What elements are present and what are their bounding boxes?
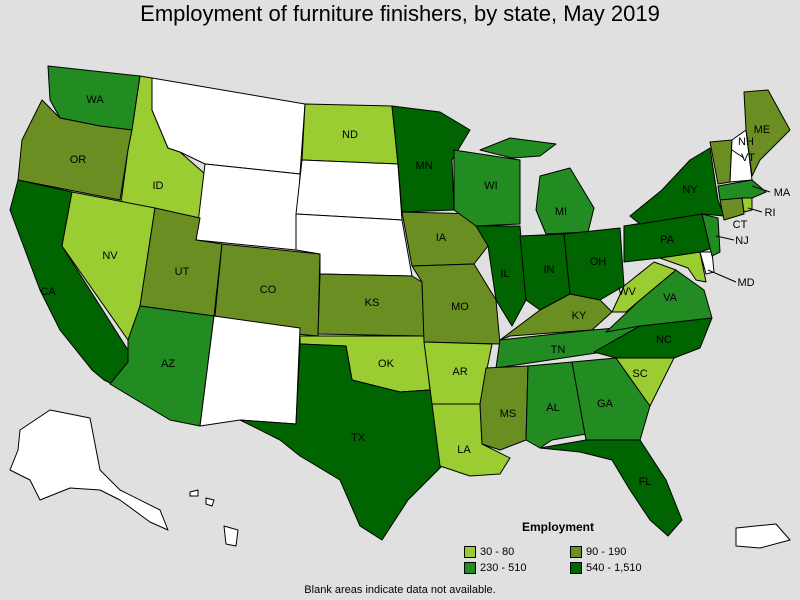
- state-label-va: VA: [663, 292, 678, 304]
- state-ak[interactable]: [9, 409, 169, 531]
- state-label-wa: WA: [86, 94, 104, 106]
- state-label-ut: UT: [175, 266, 190, 278]
- state-label-tx: TX: [351, 432, 366, 444]
- legend-label: 90 - 190: [586, 546, 627, 558]
- state-label-ri: RI: [765, 207, 776, 219]
- state-label-ok: OK: [378, 358, 395, 370]
- state-ky[interactable]: [499, 293, 613, 341]
- state-tx[interactable]: [239, 343, 449, 541]
- legend-item-tier3: 230 - 510: [464, 562, 526, 574]
- legend-item-tier4: 540 - 1,510: [570, 562, 642, 574]
- state-label-nj: NJ: [735, 235, 748, 247]
- legend-label: 230 - 510: [480, 562, 527, 574]
- state-label-mi: MI: [555, 206, 567, 218]
- state-fl[interactable]: [539, 439, 683, 537]
- state-label-nv: NV: [102, 250, 118, 262]
- state-label-ct: CT: [733, 219, 748, 231]
- state-ri[interactable]: [741, 197, 753, 213]
- leader-lines: [707, 149, 771, 283]
- state-label-az: AZ: [161, 358, 175, 370]
- state-nm[interactable]: [199, 315, 301, 427]
- state-label-ms: MS: [500, 408, 517, 420]
- state-label-or: OR: [70, 154, 87, 166]
- state-label-ia: IA: [436, 232, 447, 244]
- legend-swatch: [570, 546, 582, 558]
- state-label-ga: GA: [597, 398, 614, 410]
- legend-swatch: [570, 562, 582, 574]
- state-nj[interactable]: [701, 213, 721, 257]
- state-ny[interactable]: [629, 147, 725, 225]
- state-label-tn: TN: [551, 344, 566, 356]
- state-ct[interactable]: [719, 197, 745, 221]
- state-label-sc: SC: [632, 368, 647, 380]
- state-ma[interactable]: [717, 179, 767, 201]
- state-label-nd: ND: [342, 129, 358, 141]
- state-label-in: IN: [544, 264, 555, 276]
- state-label-fl: FL: [639, 476, 652, 488]
- state-sd[interactable]: [295, 159, 403, 221]
- state-hi[interactable]: [189, 489, 239, 547]
- state-de[interactable]: [699, 251, 715, 275]
- state-label-vt: VT: [741, 152, 755, 164]
- state-wv[interactable]: [611, 261, 677, 313]
- state-il[interactable]: [475, 225, 527, 327]
- state-label-nh: NH: [738, 136, 754, 148]
- state-label-md: MD: [737, 277, 754, 289]
- legend-swatch: [464, 562, 476, 574]
- state-label-il: IL: [500, 268, 509, 280]
- state-label-wv: WV: [618, 286, 636, 298]
- state-label-me: ME: [754, 124, 771, 136]
- state-label-co: CO: [260, 284, 277, 296]
- state-label-ny: NY: [682, 184, 698, 196]
- legend-title: Employment: [522, 520, 595, 534]
- state-label-pa: PA: [660, 234, 675, 246]
- state-label-ma: MA: [774, 187, 791, 199]
- state-wy[interactable]: [195, 163, 301, 251]
- state-label-ar: AR: [452, 366, 467, 378]
- legend-swatch: [464, 546, 476, 558]
- state-label-mn: MN: [415, 160, 432, 172]
- state-oh[interactable]: [563, 227, 625, 301]
- state-label-wi: WI: [484, 180, 497, 192]
- state-label-nc: NC: [656, 334, 672, 346]
- page-title: Employment of furniture finishers, by st…: [140, 1, 660, 26]
- state-label-mo: MO: [451, 301, 469, 313]
- state-label-ca: CA: [40, 286, 56, 298]
- state-label-ky: KY: [572, 310, 587, 322]
- state-label-oh: OH: [590, 256, 607, 268]
- legend-label: 30 - 80: [480, 546, 515, 558]
- state-pr[interactable]: [735, 523, 791, 549]
- state-label-id: ID: [153, 180, 164, 192]
- footnote: Blank areas indicate data not available.: [304, 584, 496, 596]
- state-wi[interactable]: [453, 149, 521, 227]
- state-label-ks: KS: [365, 297, 380, 309]
- legend-label: 540 - 1,510: [586, 562, 642, 574]
- state-label-la: LA: [457, 444, 471, 456]
- legend-item-tier1: 30 - 80: [464, 546, 514, 558]
- state-labels: WA OR CA ID NV UT AZ CO ND KS OK TX MN IA MO AR LA WI IL MI…: [40, 94, 791, 488]
- legend-item-tier2: 90 - 190: [570, 546, 626, 558]
- state-label-al: AL: [546, 402, 559, 414]
- state-me[interactable]: [743, 89, 791, 177]
- state-mn[interactable]: [391, 105, 471, 213]
